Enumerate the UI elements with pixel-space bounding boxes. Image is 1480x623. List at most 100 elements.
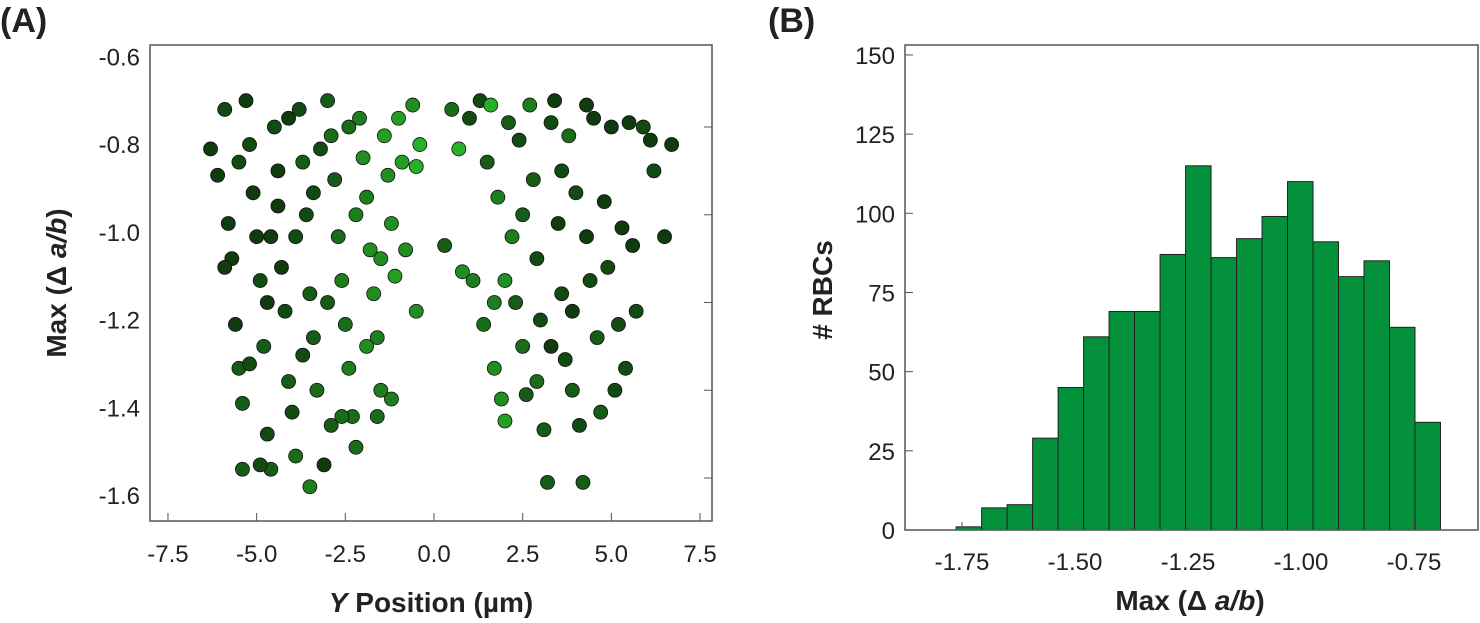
- scatter-point: [373, 382, 389, 398]
- y-label-prefix: Max (Δ: [41, 258, 72, 357]
- x-tick-label: -1.25: [1161, 549, 1216, 576]
- scatter-point: [373, 251, 389, 267]
- scatter-point: [320, 295, 335, 310]
- y-tick-label: -1.4: [99, 395, 140, 422]
- x-tick-label: -1.00: [1274, 549, 1329, 576]
- scatter-point: [515, 207, 531, 223]
- scatter-point: [337, 317, 353, 332]
- scatter-point: [220, 216, 236, 231]
- scatter-point: [646, 163, 662, 179]
- y-tick-label: 125: [855, 122, 895, 149]
- scatter-point: [298, 207, 314, 223]
- scatter-point: [504, 229, 520, 245]
- scatter-point: [465, 273, 481, 288]
- histogram-bar: [1312, 241, 1340, 531]
- histogram-bar: [1261, 215, 1289, 531]
- scatter-point: [550, 216, 566, 231]
- scatter-point: [341, 360, 357, 376]
- scatter-point: [412, 137, 428, 152]
- scatter-point: [323, 128, 339, 144]
- scatter-point: [515, 338, 531, 354]
- scatter-point: [306, 330, 321, 346]
- histogram-bar: [1006, 504, 1034, 531]
- scatter-point: [295, 154, 311, 170]
- scatter-point: [359, 338, 375, 354]
- scatter-point: [295, 347, 311, 363]
- scatter-point: [642, 132, 658, 148]
- scatter-point: [462, 110, 477, 126]
- y-axis-label-b: # RBCs: [807, 240, 838, 340]
- scatter-point: [313, 141, 328, 157]
- scatter-point: [579, 229, 594, 245]
- scatter-point: [405, 97, 421, 113]
- scatter-point: [497, 273, 513, 288]
- y-tick-label: -0.6: [99, 44, 140, 71]
- scatter-point: [242, 356, 257, 372]
- scatter-point: [529, 374, 545, 389]
- histogram-bar: [1287, 181, 1314, 531]
- scatter-point: [575, 474, 591, 490]
- scatter-point: [600, 259, 616, 275]
- scatter-point: [327, 172, 343, 188]
- histogram-bars: [955, 165, 1441, 531]
- histogram-bar: [1159, 253, 1187, 531]
- scatter-point: [444, 102, 460, 117]
- scatter-point: [664, 137, 680, 152]
- scatter-point: [238, 93, 254, 109]
- scatter-point: [245, 185, 261, 201]
- scatter-point: [242, 137, 257, 152]
- scatter-point: [529, 251, 545, 267]
- x-label-prefix: Max (Δ: [1115, 585, 1214, 616]
- scatter-point: [490, 189, 506, 205]
- scatter-point: [274, 259, 289, 275]
- scatter-point: [557, 352, 573, 367]
- scatter-point: [352, 110, 367, 126]
- y-tick-label: -1.2: [99, 308, 140, 335]
- scatter-point: [210, 167, 226, 183]
- histogram-bar: [1185, 165, 1212, 531]
- scatter-point: [493, 391, 509, 407]
- scatter-point: [231, 154, 247, 170]
- x-axis-label-a: Y Position (µm): [329, 587, 533, 618]
- scatter-point: [203, 141, 218, 157]
- histogram-bar: [1338, 276, 1365, 531]
- scatter-point: [554, 163, 570, 179]
- histogram-bar: [1389, 326, 1416, 531]
- scatter-point: [479, 154, 495, 170]
- scatter-point: [657, 229, 672, 245]
- scatter-point: [270, 198, 286, 214]
- scatter-point: [281, 110, 296, 126]
- scatter-point: [533, 312, 548, 328]
- scatter-point: [252, 457, 268, 473]
- scatter-point: [579, 97, 594, 113]
- panel-label-a: (A): [0, 2, 47, 40]
- x-tick-label: -5.0: [236, 541, 277, 568]
- scatter-point: [625, 238, 641, 253]
- y-tick-label: -1.6: [99, 483, 140, 510]
- scatter-point: [306, 185, 321, 201]
- axis-ticks-b: -1.75 -1.50 -1.25 -1.00 -0.75 0 25 50 75 100 125 15…: [855, 43, 1441, 576]
- scatter-point: [486, 360, 502, 376]
- scatter-point: [614, 220, 630, 236]
- scatter-point: [589, 330, 605, 346]
- scatter-point: [362, 242, 378, 258]
- histogram-bar: [1134, 310, 1161, 531]
- scatter-point: [348, 207, 364, 223]
- scatter-point: [266, 119, 282, 135]
- scatter-point: [511, 132, 527, 148]
- scatter-point: [320, 93, 335, 109]
- histogram-bar: [1236, 238, 1263, 531]
- y-tick-label: -0.8: [99, 132, 140, 159]
- x-tick-label: -7.5: [147, 541, 188, 568]
- scatter-point: [369, 330, 385, 346]
- x-label-italic: Y: [329, 587, 350, 618]
- y-tick-label: 150: [855, 43, 895, 70]
- scatter-point: [451, 141, 467, 157]
- histogram-bar: [1210, 257, 1238, 531]
- scatter-point: [483, 97, 499, 113]
- scatter-point: [572, 417, 587, 433]
- x-tick-label: 7.5: [683, 541, 716, 568]
- scatter-point: [508, 295, 523, 310]
- scatter-point: [547, 93, 562, 109]
